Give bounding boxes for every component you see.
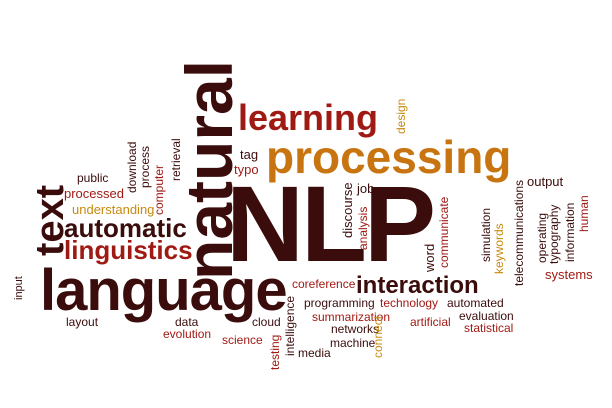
- word-communicate: communicate: [437, 196, 451, 268]
- word-public: public: [77, 171, 109, 185]
- word-learning: learning: [238, 97, 379, 138]
- word-nlp: NLP: [226, 163, 436, 284]
- word-typo: typo: [234, 162, 259, 177]
- word-interaction: interaction: [356, 272, 479, 299]
- word-retrieval: retrieval: [169, 138, 183, 181]
- word-information: information: [563, 202, 577, 262]
- word-summarization: summarization: [312, 310, 391, 324]
- word-linguistics: linguistics: [64, 235, 193, 265]
- word-analysis: analysis: [356, 206, 370, 250]
- word-language: language: [40, 258, 288, 323]
- word-statistical: statistical: [464, 321, 514, 335]
- word-machine: machine: [330, 336, 376, 350]
- word-coreference: coreference: [292, 277, 356, 291]
- word-layout: layout: [66, 315, 99, 329]
- word-systems: systems: [545, 267, 593, 282]
- word-discourse: discourse: [340, 182, 355, 238]
- word-data: data: [175, 315, 199, 329]
- word-testing: testing: [268, 334, 282, 370]
- word-technology: technology: [380, 296, 439, 310]
- word-job: job: [357, 181, 375, 196]
- word-process: process: [138, 145, 152, 188]
- word-processed: processed: [64, 186, 124, 201]
- word-media: media: [298, 346, 331, 360]
- word-intelligence: intelligence: [283, 295, 297, 356]
- word-telecommunications: telecommunications: [512, 179, 526, 286]
- word-understanding: understanding: [72, 202, 155, 217]
- word-science: science: [222, 333, 263, 347]
- word-word: word: [422, 243, 437, 272]
- word-evaluation: evaluation: [459, 309, 514, 323]
- word-processing: processing: [266, 131, 512, 183]
- word-human: human: [577, 195, 591, 232]
- word-keywords: keywords: [492, 223, 506, 274]
- word-tag: tag: [240, 147, 259, 162]
- word-programming: programming: [304, 296, 375, 310]
- word-design: design: [394, 98, 408, 134]
- word-output: output: [527, 174, 564, 189]
- word-networks: networks: [331, 322, 380, 336]
- word-automatic: automatic: [64, 213, 187, 243]
- word-automated: automated: [447, 296, 504, 310]
- word-connect: connect: [371, 315, 385, 358]
- word-simulation: simulation: [479, 207, 493, 262]
- word-input: input: [13, 276, 25, 300]
- word-artificial: artificial: [410, 315, 451, 329]
- word-typography: typography: [547, 204, 561, 264]
- word-download: download: [125, 141, 139, 193]
- word-cloud: cloud: [252, 315, 281, 329]
- word-evolution: evolution: [163, 327, 212, 341]
- word-computer: computer: [152, 164, 166, 215]
